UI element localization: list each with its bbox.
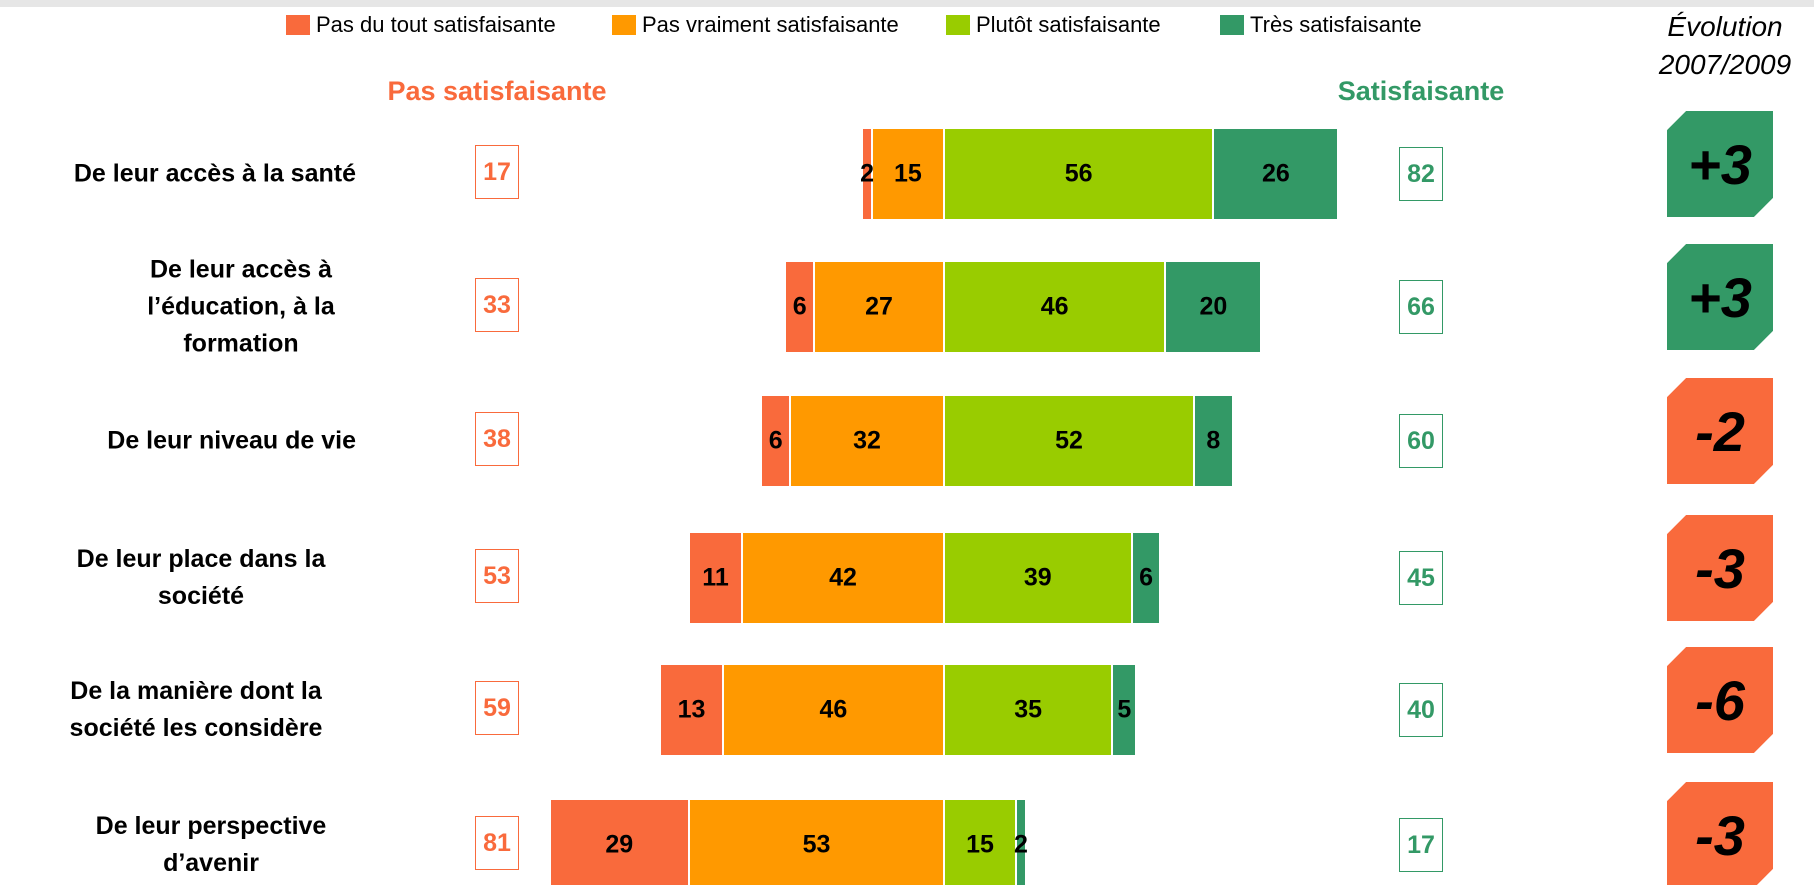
segment-label: 35 xyxy=(1014,695,1043,724)
bar-segment xyxy=(1112,665,1137,755)
segment-label: 11 xyxy=(702,563,729,592)
legend-swatch xyxy=(286,15,310,35)
total-box: 53 xyxy=(475,549,519,603)
category-label: De la manière dont la société les consid… xyxy=(69,677,323,742)
segment-label: 13 xyxy=(677,695,706,724)
segment-label: 46 xyxy=(1040,292,1069,321)
bar-segment xyxy=(790,396,944,486)
bar-segment xyxy=(944,665,1113,755)
segment-label: 53 xyxy=(802,830,831,859)
segment-label: 6 xyxy=(792,292,807,321)
legend-item: Pas vraiment satisfaisante xyxy=(612,12,899,38)
total-box: 38 xyxy=(475,412,519,466)
total-box: 17 xyxy=(475,145,519,199)
segment-label: 39 xyxy=(1023,563,1052,592)
legend-item: Pas du tout satisfaisante xyxy=(286,12,556,38)
bar-segment xyxy=(741,533,944,623)
bar-segment xyxy=(689,533,742,623)
segment-label: 32 xyxy=(853,426,881,455)
segment-label: 2 xyxy=(1014,830,1028,859)
bar-segment xyxy=(862,129,872,219)
bar-segment xyxy=(944,396,1195,486)
legend-swatch xyxy=(612,15,636,35)
evolution-title: Évolution 2007/2009 xyxy=(1658,11,1792,80)
legend-item: Très satisfaisante xyxy=(1220,12,1422,38)
segment-label: 52 xyxy=(1055,426,1083,455)
bar-segment xyxy=(785,262,815,352)
bar-segment xyxy=(1194,396,1233,486)
segment-label: 6 xyxy=(768,426,783,455)
legend-label: Plutôt satisfaisante xyxy=(976,12,1161,37)
bar-segment xyxy=(871,129,944,219)
top-strip xyxy=(0,0,1814,7)
category-label: De leur perspective d’avenir xyxy=(95,812,327,877)
segment-label: 8 xyxy=(1206,426,1221,455)
bar-segment xyxy=(814,262,944,352)
bar-segment xyxy=(722,665,944,755)
total-header: Pas satisfaisante xyxy=(387,76,607,106)
bar-segment xyxy=(944,533,1132,623)
bar-segment xyxy=(944,800,1017,885)
legend-swatch xyxy=(946,15,970,35)
total-box: 45 xyxy=(1399,551,1443,605)
segment-label: 15 xyxy=(894,159,922,188)
segment-label: 2 xyxy=(860,159,874,188)
evolution-badge: -2 xyxy=(1667,378,1773,484)
segment-label: 29 xyxy=(605,830,634,859)
evolution-badge: -6 xyxy=(1667,647,1773,753)
segment-label: 20 xyxy=(1199,292,1228,321)
segment-label: 56 xyxy=(1064,159,1093,188)
total-box: 40 xyxy=(1399,683,1443,737)
legend-label: Très satisfaisante xyxy=(1250,12,1422,37)
evolution-badge: +3 xyxy=(1667,244,1773,350)
legend-label: Pas vraiment satisfaisante xyxy=(642,12,899,37)
segment-label: 46 xyxy=(819,695,848,724)
bar-segment xyxy=(944,129,1214,219)
segment-label: 26 xyxy=(1261,159,1290,188)
segment-label: 27 xyxy=(865,292,893,321)
bar-segment xyxy=(660,665,723,755)
total-box: 60 xyxy=(1399,414,1443,468)
bar-segment xyxy=(1016,800,1026,885)
bar-segment xyxy=(1213,129,1339,219)
evolution-badge: -3 xyxy=(1667,782,1773,885)
category-label: De leur niveau de vie xyxy=(107,426,356,455)
bar-segment xyxy=(1165,262,1262,352)
total-box: 81 xyxy=(475,816,519,870)
segment-label: 42 xyxy=(829,563,857,592)
segment-label: 15 xyxy=(966,830,994,859)
total-box: 66 xyxy=(1399,280,1443,334)
category-label: De leur place dans la société xyxy=(76,545,326,610)
bar-segment xyxy=(761,396,791,486)
legend-swatch xyxy=(1220,15,1244,35)
legend-label: Pas du tout satisfaisante xyxy=(316,12,556,37)
total-box: 17 xyxy=(1399,818,1443,872)
bar-segment xyxy=(944,262,1166,352)
total-box: 33 xyxy=(475,278,519,332)
legend-item: Plutôt satisfaisante xyxy=(946,12,1161,38)
category-label: De leur accès à l’éducation, à la format… xyxy=(147,255,335,358)
total-box: 59 xyxy=(475,681,519,735)
total-box: 82 xyxy=(1399,147,1443,201)
evolution-badge: -3 xyxy=(1667,515,1773,621)
category-label: De leur accès à la santé xyxy=(73,159,356,188)
bar-segment xyxy=(689,800,944,885)
segment-label: 5 xyxy=(1117,695,1132,724)
bar-segment xyxy=(549,800,690,885)
bar-segment xyxy=(1131,533,1161,623)
evolution-badge: +3 xyxy=(1667,111,1773,217)
total-header: Satisfaisante xyxy=(1337,76,1505,106)
segment-label: 6 xyxy=(1139,563,1153,592)
